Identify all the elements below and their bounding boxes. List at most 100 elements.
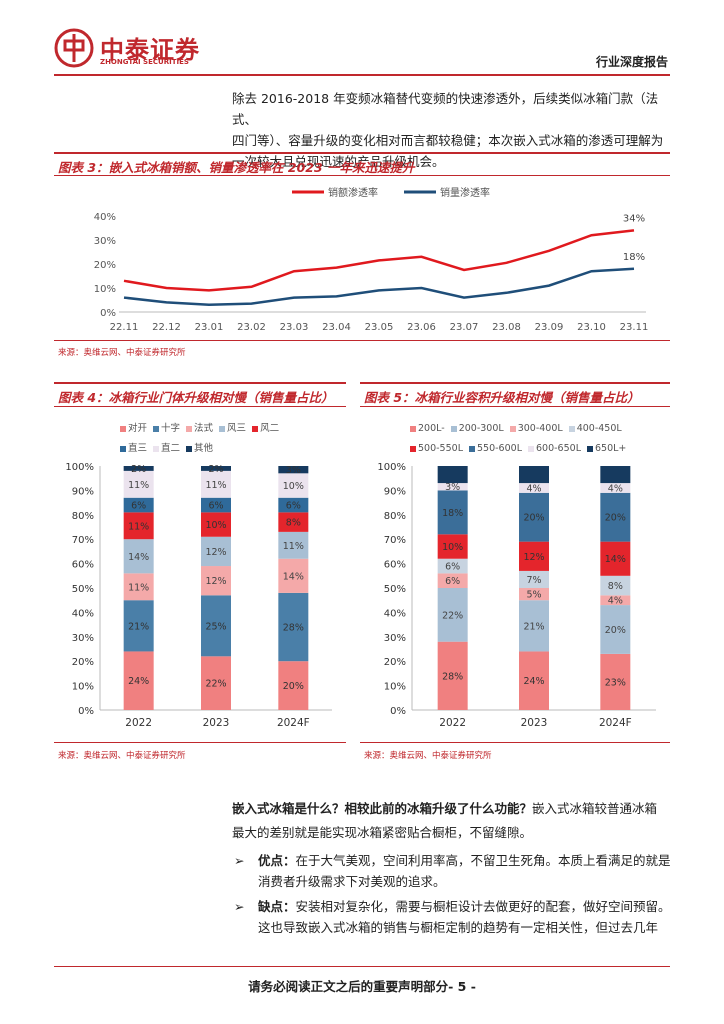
dis-bullet: ➢ — [234, 899, 245, 914]
fig4-title: 图表 4：冰箱行业门体升级相对慢（销售量占比） — [58, 390, 334, 405]
data-label: 10% — [283, 481, 304, 492]
bar-segment — [123, 470, 154, 498]
bar-segment — [123, 651, 154, 710]
data-label: 14% — [605, 554, 626, 565]
fig3-source: 来源：奥维云网、中泰证券研究所 — [58, 348, 186, 358]
y-tick-label: 30% — [72, 633, 94, 644]
bar-segment — [519, 651, 549, 710]
y-tick-label: 90% — [384, 486, 406, 497]
legend-label: 销额渗透率 — [328, 186, 378, 199]
data-label: 8% — [608, 581, 623, 592]
data-label: 11% — [283, 541, 304, 552]
data-label: 6% — [286, 501, 301, 512]
data-label: 8% — [286, 518, 301, 529]
data-label: 20% — [523, 513, 544, 524]
legend-label: 风二 — [260, 423, 280, 434]
disadvantage-paragraph: 缺点：安装相对复杂化，需要与橱柜设计去做更好的配套，做好空间预留。 这也导致嵌入… — [258, 896, 678, 938]
bar-segment — [519, 588, 549, 601]
legend-label: 其他 — [194, 443, 214, 454]
legend-item: 法式 — [186, 420, 213, 438]
bar-segment — [201, 497, 231, 513]
bar-segment — [600, 595, 631, 606]
bar-segment — [437, 534, 468, 559]
line-chart: 销额渗透率 销量渗透率 0% 10% 20% 30% 40% 22.11 22.12 23.01 2… — [94, 186, 649, 333]
legend-label: 500-550L — [418, 443, 463, 454]
fig5-bar-chart: 0% 10% 20% 30% 40% 50% 60% 70% 80% 90% 100% 28% 22% 6… — [377, 462, 656, 729]
x-tick-label: 23.09 — [535, 322, 564, 333]
fig3-title: 图表 3：嵌入式冰箱销额、销量渗透率在 2023 一年来迅速提升 — [58, 160, 415, 175]
x-tick-label: 2022 — [125, 717, 152, 729]
data-label: 4% — [608, 483, 623, 494]
fig4-bar-chart: 0% 10% 20% 30% 40% 50% 60% 70% 80% 90% 100% 24% 21% 1… — [65, 462, 332, 729]
data-label: 23% — [605, 677, 626, 688]
y-tick-label: 60% — [72, 560, 94, 571]
intro-paragraph: 除去 2016-2018 年变频冰箱替代变频的快速渗透外，后续类似冰箱门款（法式… — [232, 88, 672, 172]
data-label: 3% — [286, 465, 301, 476]
legend-label: 风三 — [227, 423, 247, 434]
legend-swatch — [120, 446, 126, 452]
logo-mark — [54, 28, 94, 68]
bar-segment — [437, 466, 468, 484]
header-rule — [54, 74, 670, 76]
x-tick-label: 2024F — [599, 717, 632, 729]
legend-label: 300-400L — [517, 423, 563, 434]
legend-label: 600-650L — [536, 443, 581, 454]
legend-label: 直二 — [161, 443, 181, 454]
legend-item: 650L+ — [587, 440, 626, 458]
bar-segment — [519, 466, 549, 484]
intro-line-1: 除去 2016-2018 年变频冰箱替代变频的快速渗透外，后续类似冰箱门款（法式… — [232, 91, 659, 127]
y-tick-label: 30% — [384, 633, 406, 644]
data-label: 11% — [205, 480, 226, 491]
y-tick-label: 20% — [94, 260, 116, 271]
body-question-line2: 最大的差别就是能实现冰箱紧密贴合橱柜，不留缝隙。 — [232, 825, 533, 840]
fig3-bottom-rule — [54, 340, 670, 341]
bar-segment — [600, 653, 631, 710]
x-tick-label: 23.03 — [280, 322, 309, 333]
y-tick-label: 10% — [94, 284, 116, 295]
x-tick-label: 23.04 — [322, 322, 351, 333]
x-tick-label: 2022 — [439, 717, 466, 729]
data-label: 21% — [523, 621, 544, 632]
legend-swatch — [120, 426, 126, 432]
y-tick-label: 40% — [384, 608, 406, 619]
bar-segment — [278, 592, 309, 662]
intro-line-3: 一次较大且兑现迅速的产品升级机会。 — [232, 154, 445, 169]
data-label: 20% — [283, 681, 304, 692]
legend-swatch — [587, 446, 593, 452]
data-label: 21% — [128, 621, 149, 632]
legend-item: 风二 — [252, 420, 279, 438]
data-label: 10% — [205, 520, 226, 531]
legend-label: 400-450L — [576, 423, 622, 434]
data-label: 22% — [442, 610, 463, 621]
y-tick-label: 0% — [100, 308, 116, 319]
y-tick-label: 50% — [72, 584, 94, 595]
legend-item: 550-600L — [469, 440, 522, 458]
question-bold: 嵌入式冰箱是什么？相较此前的冰箱升级了什么功能？ — [232, 801, 533, 816]
data-label: 6% — [445, 576, 460, 587]
bar-segment — [123, 600, 154, 652]
x-tick-label: 23.10 — [577, 322, 606, 333]
data-label: 2% — [131, 464, 146, 475]
bar-segment — [437, 490, 468, 535]
x-tick-label: 2023 — [521, 717, 548, 729]
legend-item: 对开 — [120, 420, 147, 438]
bar-segment — [123, 512, 154, 540]
logo-en: ZHONGTAI SECURITIES — [100, 58, 189, 66]
y-tick-label: 100% — [377, 462, 406, 473]
bar-segment — [600, 466, 631, 484]
data-label: 28% — [442, 671, 463, 682]
legend-swatch — [153, 426, 160, 432]
legend-swatch — [568, 426, 575, 432]
fig4-source: 来源：奥维云网、中泰证券研究所 — [58, 751, 186, 761]
fig4-bottom-rule — [54, 742, 346, 743]
bar-segment — [519, 483, 549, 493]
bar-segment — [600, 541, 631, 576]
x-tick-label: 23.07 — [450, 322, 479, 333]
data-label: 4% — [608, 596, 623, 607]
adv-bullet: ➢ — [234, 853, 245, 868]
y-tick-label: 80% — [72, 511, 94, 522]
data-label: 7% — [526, 575, 541, 586]
y-tick-label: 20% — [72, 657, 94, 668]
bar-segment — [519, 492, 549, 542]
fig5-legend: 200L- 200-300L 300-400L 400-450L 500-550L 550… — [410, 418, 670, 458]
